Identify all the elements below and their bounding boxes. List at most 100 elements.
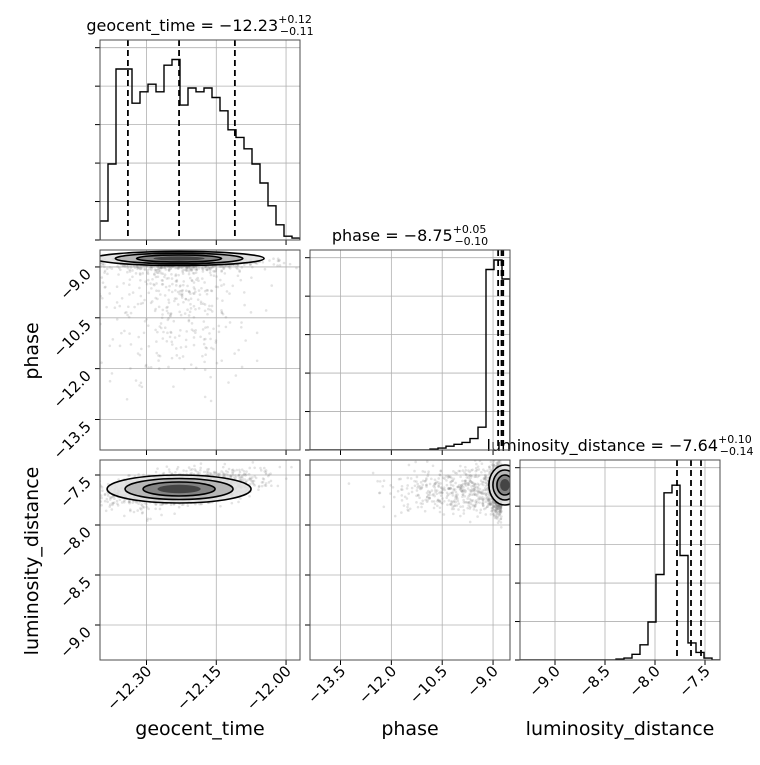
sample-point bbox=[136, 265, 139, 269]
sample-point bbox=[193, 468, 197, 471]
sample-point bbox=[115, 499, 119, 503]
sample-point bbox=[123, 514, 126, 518]
sample-point bbox=[210, 289, 214, 293]
sample-point bbox=[461, 505, 465, 508]
sample-point bbox=[498, 509, 501, 513]
sample-point bbox=[257, 485, 261, 489]
sample-point bbox=[499, 509, 502, 513]
sample-point bbox=[131, 275, 134, 279]
sample-point bbox=[263, 267, 267, 271]
sample-point bbox=[159, 266, 162, 270]
sample-point bbox=[165, 306, 168, 309]
sample-point bbox=[498, 507, 501, 511]
sample-point bbox=[212, 269, 215, 273]
sample-point bbox=[276, 259, 280, 263]
sample-point bbox=[240, 321, 243, 324]
contour-line bbox=[492, 469, 510, 501]
contour-line bbox=[100, 250, 265, 267]
sample-point bbox=[431, 464, 435, 468]
sample-point bbox=[493, 501, 497, 505]
sample-point bbox=[453, 504, 457, 507]
sample-point bbox=[181, 289, 185, 292]
sample-point bbox=[454, 495, 457, 499]
sample-point bbox=[206, 468, 209, 471]
sample-point bbox=[475, 489, 479, 493]
sample-point bbox=[94, 261, 97, 264]
sample-point bbox=[446, 474, 450, 477]
sample-point bbox=[463, 471, 466, 474]
sample-point bbox=[140, 508, 143, 511]
sample-point bbox=[500, 515, 503, 518]
sample-point bbox=[464, 473, 468, 476]
sample-point bbox=[159, 293, 162, 296]
sample-point bbox=[241, 476, 244, 480]
sample-point bbox=[187, 289, 191, 293]
sample-point bbox=[212, 347, 215, 351]
sample-point bbox=[478, 490, 482, 494]
sample-point bbox=[424, 483, 428, 487]
sample-point bbox=[192, 292, 196, 296]
sample-point bbox=[251, 461, 255, 464]
sample-point bbox=[126, 270, 129, 274]
sample-point bbox=[202, 342, 206, 346]
sample-point bbox=[184, 289, 188, 293]
sample-point bbox=[484, 481, 487, 485]
sample-point bbox=[423, 509, 427, 513]
sample-point bbox=[323, 278, 326, 281]
sample-point bbox=[448, 475, 451, 479]
sample-point bbox=[468, 497, 472, 501]
sample-point bbox=[187, 290, 191, 294]
sample-point bbox=[493, 508, 497, 511]
sample-point bbox=[425, 477, 428, 480]
sample-point bbox=[226, 470, 230, 474]
sample-point bbox=[460, 489, 463, 493]
sample-point bbox=[214, 267, 218, 271]
sample-point bbox=[470, 485, 473, 488]
sample-point bbox=[253, 484, 256, 487]
sample-point bbox=[136, 267, 139, 271]
sample-point bbox=[189, 307, 193, 310]
sample-point bbox=[149, 265, 153, 269]
sample-point bbox=[421, 499, 425, 503]
sample-point bbox=[295, 266, 298, 270]
sample-point bbox=[499, 506, 503, 510]
sample-point bbox=[237, 348, 240, 352]
sample-point bbox=[147, 291, 151, 295]
sample-point bbox=[174, 266, 177, 270]
sample-point bbox=[196, 298, 200, 301]
sample-point bbox=[179, 346, 183, 349]
sample-point bbox=[160, 513, 163, 517]
sample-point bbox=[97, 493, 100, 496]
sample-point bbox=[202, 320, 206, 323]
sample-point bbox=[220, 284, 223, 287]
sample-point bbox=[251, 479, 255, 483]
sample-point bbox=[409, 477, 413, 480]
sample-point bbox=[201, 354, 204, 358]
tick-label-y: −8.5 bbox=[56, 573, 94, 611]
sample-point bbox=[153, 272, 156, 276]
sample-point bbox=[190, 268, 193, 272]
sample-point bbox=[436, 499, 439, 503]
sample-point bbox=[406, 505, 409, 509]
sample-point bbox=[184, 297, 188, 301]
sample-point bbox=[167, 365, 170, 369]
sample-point bbox=[138, 272, 142, 275]
sample-point bbox=[476, 475, 479, 479]
sample-point bbox=[492, 460, 495, 463]
sample-point bbox=[181, 269, 184, 272]
sample-point bbox=[491, 504, 495, 507]
sample-point bbox=[467, 501, 471, 504]
sample-point bbox=[410, 486, 414, 490]
sample-point bbox=[268, 259, 271, 262]
sample-point bbox=[451, 491, 454, 495]
sample-point bbox=[454, 481, 457, 485]
sample-point bbox=[484, 475, 488, 479]
sample-point bbox=[449, 503, 453, 506]
sample-point bbox=[458, 469, 462, 473]
sample-point bbox=[214, 471, 218, 474]
sample-point bbox=[192, 304, 196, 308]
sample-point bbox=[496, 507, 500, 511]
sample-point bbox=[116, 502, 119, 506]
sample-point bbox=[182, 300, 185, 304]
sample-point bbox=[467, 504, 471, 507]
